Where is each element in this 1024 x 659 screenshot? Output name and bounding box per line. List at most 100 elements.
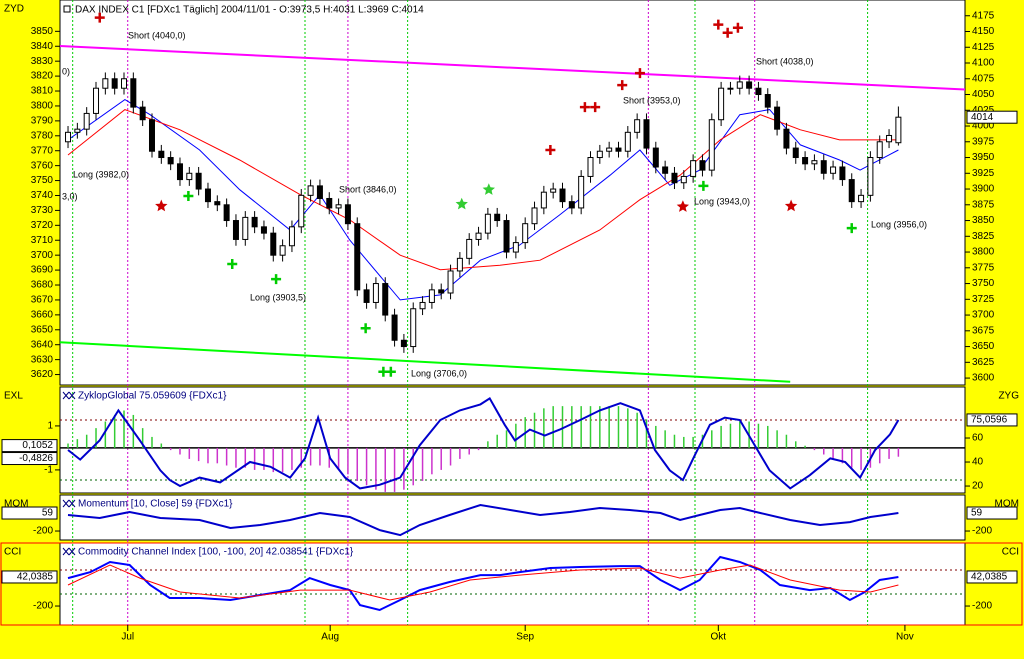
y2-tick-label: 3900 — [972, 184, 995, 195]
candle-body — [886, 134, 893, 143]
candle-body — [699, 160, 706, 171]
value-box — [1, 506, 58, 520]
value-box — [966, 570, 1018, 584]
candle-body — [503, 220, 510, 253]
indicator-line — [67, 555, 899, 612]
signal-annotation: 0) — [62, 66, 70, 76]
signal-star — [455, 197, 468, 210]
title-icon — [62, 547, 76, 556]
y-tick-label: 3850 — [31, 26, 54, 37]
candle-body — [494, 213, 501, 222]
y2-tick-label: 4150 — [972, 26, 995, 37]
candle-body — [671, 172, 678, 184]
y-tick-label: 3700 — [31, 250, 54, 261]
y-tick-label: -1 — [44, 465, 53, 476]
candle-body — [615, 147, 622, 152]
y-tick-label: 3820 — [31, 71, 54, 82]
candle-body — [680, 175, 687, 184]
candle-body — [820, 160, 827, 174]
y2-tick-label: 3625 — [972, 357, 995, 368]
candle-body — [242, 216, 249, 240]
candle-body — [139, 106, 146, 121]
y2-tick-label: 3675 — [972, 325, 995, 336]
signal-annotation: Short (3953,0) — [623, 95, 681, 105]
value-box-label: 42,0385 — [971, 572, 1008, 583]
candle-body — [354, 223, 361, 291]
candle-body — [876, 141, 883, 159]
plot-content: Short (4040,0) Long (3982,0) Long (3903,5)… — [1, 0, 1019, 643]
y2-tick-label: 3775 — [972, 262, 995, 273]
y-tick-label: 3780 — [31, 130, 54, 141]
value-box-label: 75,0596 — [971, 415, 1008, 426]
candle-body — [148, 119, 155, 152]
candle-body — [288, 226, 295, 247]
y2-tick-label: 3700 — [972, 310, 995, 321]
signal-star — [784, 199, 798, 212]
y-tick-label: 3830 — [31, 56, 54, 67]
y-tick-label: 3670 — [31, 295, 54, 306]
y2-tick-label: 3975 — [972, 136, 995, 147]
candle-body — [792, 147, 799, 159]
candle-body — [102, 78, 109, 89]
axis-label: CCI — [4, 547, 21, 558]
candle-body — [643, 119, 650, 149]
panel-title: Momentum [10, Close] 59 {FDXc1} — [78, 499, 233, 510]
candle-body — [130, 78, 137, 108]
y-tick-label: 3790 — [31, 116, 54, 127]
panel-title: Commodity Channel Index [100, -100, 20] … — [78, 547, 354, 558]
signal-star — [482, 183, 495, 195]
moving-average — [67, 109, 899, 271]
candle-body — [307, 185, 314, 196]
y2-tick-label: 3825 — [972, 231, 995, 242]
candle-body — [419, 301, 426, 310]
axis-label: ZYG — [998, 391, 1019, 402]
y-tick-label: 3740 — [31, 190, 54, 201]
candle-body — [531, 207, 538, 225]
signal-cross — [545, 144, 556, 155]
y-tick-label: 3760 — [31, 160, 54, 171]
y-tick-label: -200 — [33, 526, 53, 537]
axis-label: MOM — [995, 499, 1019, 510]
candle-body — [811, 160, 818, 165]
signal-cross — [698, 180, 709, 191]
y2-tick-label: 4050 — [972, 89, 995, 100]
candle-body — [167, 157, 174, 165]
y2-tick-label: -200 — [972, 526, 992, 537]
candle-body — [447, 270, 454, 294]
candle-body — [512, 242, 519, 253]
value-box — [966, 413, 1018, 427]
mom-panel — [59, 494, 966, 541]
candle-body — [848, 179, 855, 203]
candle-body — [363, 289, 370, 303]
candle-body — [260, 226, 267, 234]
trendline — [59, 341, 791, 383]
cci-selection — [0, 542, 1023, 626]
y2-tick-label: 3875 — [972, 199, 995, 210]
y2-tick-label: -200 — [972, 601, 992, 612]
signal-annotation: Long (3982,0) — [73, 169, 129, 179]
signal-cross — [227, 259, 238, 270]
candle-body — [316, 185, 323, 199]
candle-body — [344, 204, 351, 225]
y2-tick-label: 3600 — [972, 373, 995, 384]
y-tick-label: 1 — [47, 421, 53, 432]
y2-tick-label: 4025 — [972, 105, 995, 116]
x-tick-label: Sep — [516, 632, 534, 643]
candle-body — [382, 283, 389, 316]
y-tick-label: 3750 — [31, 175, 54, 186]
y-tick-label: 3660 — [31, 310, 54, 321]
candle-body — [624, 131, 631, 152]
candle-body — [251, 216, 258, 228]
indicator-line — [67, 564, 899, 601]
candle-body — [232, 220, 239, 240]
candle-body — [475, 232, 482, 240]
axis-label: ZYD — [4, 4, 24, 15]
candle-body — [708, 119, 715, 171]
y-tick-label: 3710 — [31, 235, 54, 246]
y2-tick-label: 20 — [972, 481, 984, 492]
candle-body — [830, 166, 837, 174]
signal-cross — [722, 27, 733, 38]
